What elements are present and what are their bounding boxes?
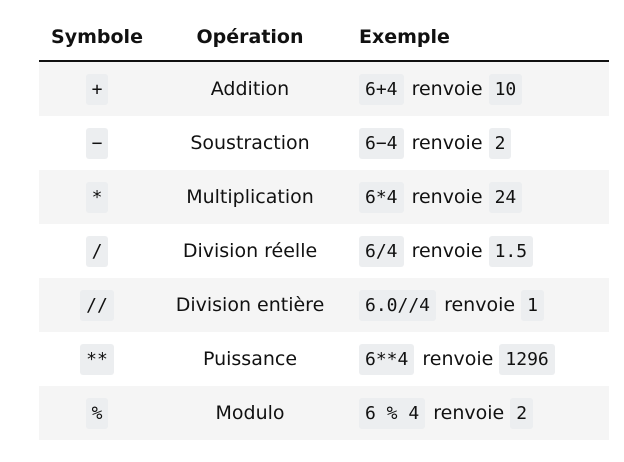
operation-cell: Multiplication	[155, 170, 345, 224]
table-row: * Multiplication 6*4 renvoie 24	[39, 170, 609, 224]
symbol-code: −	[85, 128, 109, 159]
example-result: 24	[488, 182, 523, 213]
example-result: 2	[488, 128, 512, 159]
example-result: 10	[488, 74, 523, 105]
table-row: //Division entière 6.0//4 renvoie 1	[39, 278, 609, 332]
symbol-cell: +	[39, 61, 155, 116]
table-row: / Division réelle 6/4 renvoie 1.5	[39, 224, 609, 278]
operators-table: Symbole Opération Exemple + Addition 6+4 r…	[39, 14, 609, 440]
table-row: − Soustraction 6−4 renvoie 2	[39, 116, 609, 170]
header-operation: Opération	[155, 14, 345, 62]
symbol-cell: %	[39, 386, 155, 440]
table-row: ** Puissance 6**4 renvoie 1296	[39, 332, 609, 386]
symbol-code: +	[85, 74, 109, 105]
example-word: renvoie	[422, 348, 494, 370]
example-cell: 6*4 renvoie 24	[345, 170, 609, 224]
operation-cell: Division réelle	[182, 240, 318, 262]
operation-cell: Division entière	[155, 278, 345, 332]
operation-cell: Addition	[155, 61, 345, 116]
symbol-code: /	[85, 236, 109, 267]
example-expression: 6−4	[359, 128, 404, 159]
example-result: 1296	[499, 344, 555, 375]
operation-cell: Modulo	[155, 386, 345, 440]
example-cell: 6−4 renvoie 2	[345, 116, 609, 170]
operation-cell: Soustraction	[190, 132, 310, 154]
operation-cell: Puissance	[202, 348, 298, 370]
example-cell: 6/4 renvoie 1.5	[345, 224, 609, 278]
example-word: renvoie	[444, 294, 516, 316]
symbol-code: **	[80, 344, 114, 375]
example-expression: 6 % 4	[359, 398, 426, 429]
example-expression: 6+4	[359, 74, 404, 105]
example-word: renvoie	[433, 402, 505, 424]
symbol-cell: /	[39, 224, 155, 278]
symbol-cell: −	[39, 116, 155, 170]
example-expression: 6.0//4	[359, 290, 437, 321]
symbol-cell: *	[39, 170, 155, 224]
example-result: 1	[521, 290, 544, 321]
header-example: Exemple	[345, 14, 609, 62]
example-expression: 6*4	[359, 182, 404, 213]
table-row: % Modulo 6 % 4 renvoie 2	[39, 386, 609, 440]
header-symbol: Symbole	[39, 14, 155, 62]
example-cell: 6**4 renvoie 1296	[345, 332, 609, 386]
example-word: renvoie	[411, 186, 483, 208]
symbol-code: %	[85, 398, 109, 429]
example-expression: 6**4	[359, 344, 415, 375]
example-word: renvoie	[411, 132, 483, 154]
example-result: 2	[510, 398, 534, 429]
symbol-code: *	[85, 182, 109, 213]
example-word: renvoie	[411, 78, 483, 100]
symbol-cell: //	[39, 278, 155, 332]
table-row: + Addition 6+4 renvoie 10	[39, 61, 609, 116]
example-expression: 6/4	[359, 236, 404, 267]
example-cell: 6.0//4 renvoie 1	[345, 278, 609, 332]
header-row: Symbole Opération Exemple	[39, 14, 609, 62]
example-result: 1.5	[488, 236, 534, 267]
symbol-cell: **	[39, 332, 155, 386]
symbol-code: //	[80, 290, 114, 321]
example-cell: 6 % 4 renvoie 2	[345, 386, 609, 440]
example-cell: 6+4 renvoie 10	[345, 61, 609, 116]
example-word: renvoie	[411, 240, 483, 262]
